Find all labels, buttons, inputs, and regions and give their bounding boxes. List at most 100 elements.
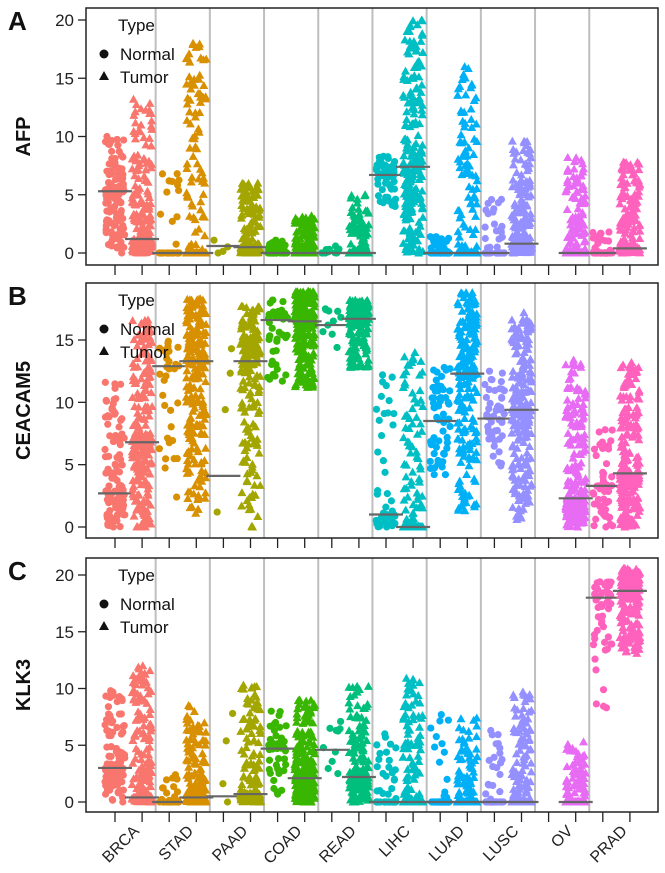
data-point-tumor-brca [128, 484, 138, 493]
data-point-tumor-paad [246, 467, 256, 476]
data-point-tumor-brca [143, 177, 153, 186]
data-point-normal-paad [226, 369, 234, 377]
data-point-tumor-prad [630, 190, 640, 199]
data-point-tumor-lihc [418, 401, 428, 410]
data-point-tumor-stad [196, 316, 206, 325]
data-point-tumor-brca [137, 198, 147, 207]
data-point-normal-prad [595, 428, 603, 436]
data-point-tumor-lihc [411, 46, 421, 55]
data-point-tumor-lusc [514, 182, 524, 191]
data-point-tumor-brca [139, 344, 149, 353]
data-point-normal-lusc [492, 406, 500, 415]
data-point-normal-brca [117, 455, 125, 464]
data-point-tumor-read [361, 349, 371, 358]
data-point-tumor-luad [471, 433, 481, 442]
data-point-tumor-ov [574, 178, 584, 187]
data-point-tumor-luad [468, 204, 478, 213]
data-point-tumor-ov [563, 152, 573, 161]
data-point-tumor-lusc [516, 175, 526, 184]
data-point-normal-paad [219, 247, 227, 255]
data-point-tumor-paad [247, 394, 257, 403]
data-point-tumor-stad [200, 493, 210, 502]
data-point-tumor-lusc [522, 448, 532, 457]
data-point-tumor-lusc [514, 427, 524, 436]
data-point-tumor-lusc [515, 407, 525, 416]
data-point-tumor-ov [569, 164, 579, 173]
data-point-tumor-lusc [525, 481, 535, 490]
data-point-tumor-stad [201, 54, 211, 63]
data-point-tumor-lusc [510, 329, 520, 338]
data-point-tumor-lihc [408, 467, 418, 476]
data-point-normal-lusc [498, 369, 506, 377]
data-point-tumor-stad [195, 70, 205, 79]
data-point-tumor-read [346, 345, 356, 354]
data-point-tumor-ov [570, 361, 580, 370]
data-point-tumor-lusc [520, 177, 530, 186]
data-point-tumor-luad [469, 149, 479, 158]
data-point-tumor-lusc [526, 190, 536, 199]
data-point-tumor-lusc [512, 240, 522, 249]
data-point-tumor-stad [201, 473, 211, 482]
data-point-normal-brca [115, 468, 124, 476]
data-point-normal-brca [102, 191, 110, 199]
data-point-normal-luad [430, 450, 438, 458]
data-point-tumor-lihc [416, 36, 426, 45]
data-point-tumor-lusc [522, 416, 532, 425]
data-point-tumor-luad [453, 298, 463, 307]
data-point-normal-lihc [385, 396, 393, 405]
data-point-tumor-stad [195, 97, 205, 106]
data-point-tumor-luad [466, 371, 476, 380]
data-point-tumor-coad [310, 223, 320, 232]
data-point-tumor-ov [575, 477, 585, 486]
data-point-normal-lusc [482, 206, 490, 214]
data-point-tumor-stad [187, 172, 197, 181]
data-point-tumor-lusc [519, 493, 529, 502]
data-point-tumor-coad [292, 302, 302, 311]
data-point-tumor-brca [131, 378, 141, 387]
data-point-tumor-stad [191, 310, 201, 319]
data-point-tumor-stad [197, 466, 207, 475]
data-point-tumor-stad [193, 492, 203, 501]
data-point-normal-brca [116, 380, 125, 388]
data-point-tumor-ov [562, 395, 572, 404]
data-point-tumor-paad [243, 423, 253, 432]
data-point-tumor-lihc [403, 135, 413, 144]
data-point-tumor-lusc [508, 144, 518, 153]
data-point-tumor-read [363, 355, 373, 364]
data-point-tumor-stad [194, 74, 204, 83]
data-point-tumor-luad [468, 300, 478, 309]
data-point-tumor-stad [196, 457, 206, 466]
data-point-normal-prad [590, 500, 598, 508]
data-point-normal-luad [430, 471, 438, 479]
data-point-tumor-lihc [404, 423, 414, 432]
data-point-tumor-stad [191, 390, 201, 399]
data-point-tumor-paad [237, 210, 247, 219]
data-point-tumor-brca [140, 454, 150, 463]
data-point-normal-brca [118, 498, 126, 507]
data-point-tumor-brca [143, 517, 153, 526]
data-point-tumor-coad [291, 310, 301, 319]
data-point-tumor-brca [131, 200, 141, 209]
data-point-tumor-stad [188, 201, 198, 210]
data-point-normal-coad [268, 324, 276, 332]
data-point-tumor-lusc [512, 371, 522, 380]
data-point-tumor-luad [462, 298, 472, 307]
data-point-tumor-lihc [412, 429, 422, 438]
data-point-tumor-prad [622, 191, 632, 200]
data-point-tumor-paad [252, 371, 262, 380]
data-point-tumor-paad [242, 309, 252, 318]
data-point-tumor-luad [472, 426, 482, 435]
data-point-tumor-coad [299, 241, 309, 250]
data-point-tumor-luad [464, 309, 474, 318]
data-point-tumor-lusc [512, 245, 522, 254]
data-point-tumor-lusc [512, 168, 522, 177]
data-point-normal-luad [431, 241, 439, 249]
data-point-tumor-paad [239, 417, 249, 426]
data-point-tumor-lusc [508, 472, 518, 481]
data-point-tumor-lihc [402, 107, 412, 116]
data-point-normal-lihc [379, 163, 387, 171]
data-point-normal-stad [167, 423, 175, 431]
data-point-tumor-lusc [507, 415, 517, 424]
data-point-tumor-ov [580, 445, 590, 454]
data-point-tumor-lusc [526, 429, 536, 438]
